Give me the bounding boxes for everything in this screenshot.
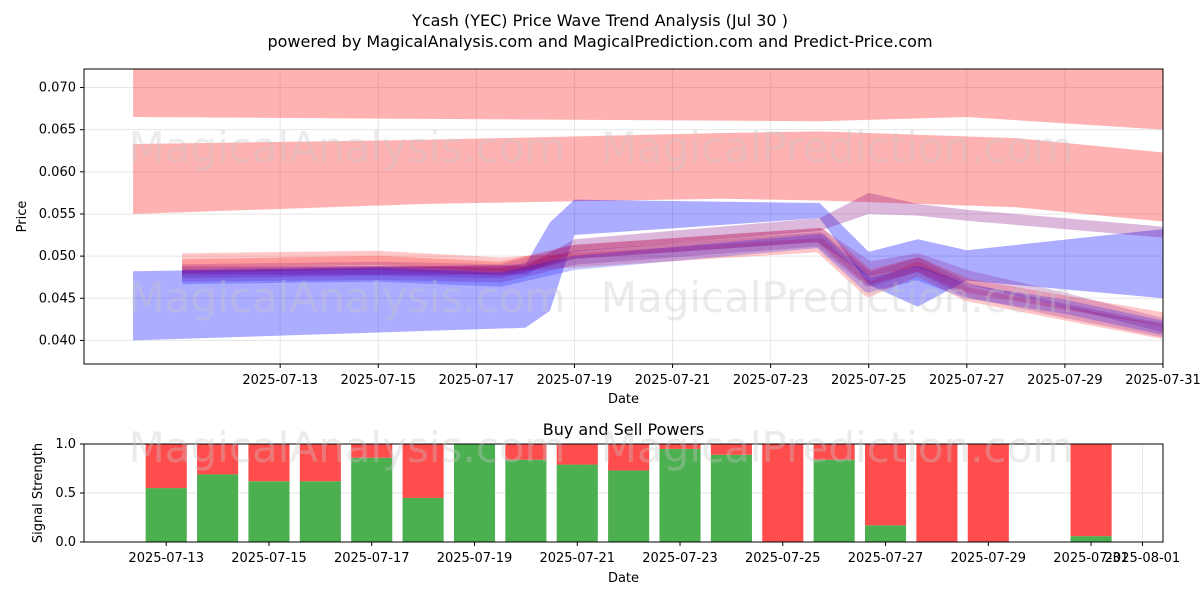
buy-bar — [710, 454, 752, 542]
price-x-axis-label: Date — [608, 392, 639, 407]
price-band-blue — [133, 199, 1163, 341]
sell-bar — [351, 444, 393, 458]
signal-x-tick-label: 2025-07-23 — [642, 551, 718, 566]
price-wave-purple — [182, 232, 1163, 338]
price-x-tick-label: 2025-07-15 — [340, 373, 416, 388]
buy-bar — [402, 497, 444, 542]
sell-bar — [916, 444, 958, 542]
sell-bar — [556, 444, 598, 465]
sell-bar — [762, 444, 804, 542]
signal-title: Buy and Sell Powers — [543, 420, 705, 439]
price-y-axis-label: Price — [15, 201, 30, 233]
price-x-tick-label: 2025-07-25 — [831, 373, 907, 388]
price-y-tick-label: 0.040 — [39, 333, 76, 348]
signal-x-tick-label: 2025-07-17 — [334, 551, 410, 566]
buy-bar — [505, 459, 547, 542]
buy-bar — [659, 448, 701, 542]
price-wave-blue — [182, 233, 1163, 335]
signal-x-tick-label: 2025-07-29 — [951, 551, 1027, 566]
price-band-red — [133, 69, 1163, 130]
buy-bar — [351, 457, 393, 542]
signal-x-tick-label: 2025-08-01 — [1105, 551, 1181, 566]
sell-bar — [1070, 444, 1112, 537]
price-y-tick-label: 0.070 — [39, 81, 76, 96]
price-x-tick-label: 2025-07-13 — [242, 373, 318, 388]
buy-bar — [453, 444, 496, 542]
watermark-bottom-1: MagicalAnalysis.com — [129, 423, 566, 472]
sell-bar — [608, 444, 650, 471]
signal-y-tick-label: 1.0 — [55, 437, 76, 452]
signal-x-tick-label: 2025-07-27 — [848, 551, 924, 566]
signal-x-tick-label: 2025-07-21 — [539, 551, 615, 566]
price-band-red — [133, 131, 1163, 222]
buy-bar — [197, 474, 239, 542]
price-x-tick-label: 2025-07-27 — [929, 373, 1005, 388]
watermark-top-1: MagicalAnalysis.com — [129, 123, 566, 172]
price-x-tick-label: 2025-07-21 — [635, 373, 711, 388]
price-y-tick-label: 0.060 — [39, 165, 76, 180]
signal-plot: Buy and Sell Powers 0.0 0.5 1.0 2025-07-13 20… — [31, 420, 1180, 586]
buy-bar — [556, 464, 598, 542]
sell-bar — [248, 444, 290, 482]
price-wave-red — [182, 238, 1163, 339]
price-wave-red — [181, 228, 1163, 327]
price-x-tick-label: 2025-07-17 — [439, 373, 515, 388]
price-y-tick-label: 0.045 — [39, 291, 76, 306]
price-plot: 0.040 0.045 0.050 0.055 0.060 0.065 0.070 2025-… — [15, 68, 1200, 407]
price-plot-frame — [83, 68, 1164, 365]
price-x-tick-label: 2025-07-31 — [1125, 373, 1200, 388]
buy-bar — [813, 459, 855, 542]
price-y-tick-label: 0.050 — [39, 249, 76, 264]
price-x-tick-label: 2025-07-19 — [537, 373, 613, 388]
sell-bar — [864, 444, 907, 526]
buy-bar — [608, 470, 650, 542]
chart-title: Ycash (YEC) Price Wave Trend Analysis (J… — [411, 11, 788, 30]
chart-subtitle: powered by MagicalAnalysis.com and Magic… — [267, 32, 932, 51]
sell-bar — [710, 444, 752, 455]
sell-bar — [813, 444, 855, 460]
sell-bar — [967, 444, 1009, 542]
buy-bar — [299, 481, 341, 542]
buy-bar — [145, 488, 187, 542]
watermark-mid-2: MagicalPrediction.com — [601, 273, 1074, 322]
sell-bar — [402, 444, 444, 498]
sell-bar — [659, 444, 701, 449]
sell-bar — [145, 444, 187, 489]
buy-bar — [1070, 536, 1112, 542]
price-band-purple — [182, 192, 1163, 275]
signal-x-tick-label: 2025-07-13 — [128, 551, 204, 566]
signal-x-tick-label: 2025-07-25 — [745, 551, 821, 566]
sell-bar — [197, 444, 239, 475]
signal-y-axis-label: Signal Strength — [31, 443, 46, 543]
price-wave-purple — [182, 228, 1163, 333]
watermark-mid-1: MagicalAnalysis.com — [129, 273, 566, 322]
sell-bar — [299, 444, 341, 482]
buy-bar — [248, 481, 290, 542]
signal-x-tick-label: 2025-07-19 — [437, 551, 513, 566]
buy-bar — [864, 525, 907, 542]
watermark-top-2: MagicalPrediction.com — [601, 123, 1074, 172]
price-x-tick-label: 2025-07-29 — [1027, 373, 1103, 388]
price-y-tick-label: 0.055 — [39, 207, 76, 222]
signal-x-tick-label: 2025-07-31 — [1053, 551, 1129, 566]
signal-x-axis-label: Date — [608, 571, 639, 586]
signal-y-tick-label: 0.0 — [55, 535, 76, 550]
signal-y-tick-label: 0.5 — [55, 486, 76, 501]
signal-x-tick-label: 2025-07-15 — [231, 551, 307, 566]
sell-bar — [505, 444, 547, 460]
watermark-bottom-2: MagicalPrediction.com — [601, 423, 1074, 472]
price-y-tick-label: 0.065 — [39, 123, 76, 138]
price-x-tick-label: 2025-07-23 — [733, 373, 809, 388]
